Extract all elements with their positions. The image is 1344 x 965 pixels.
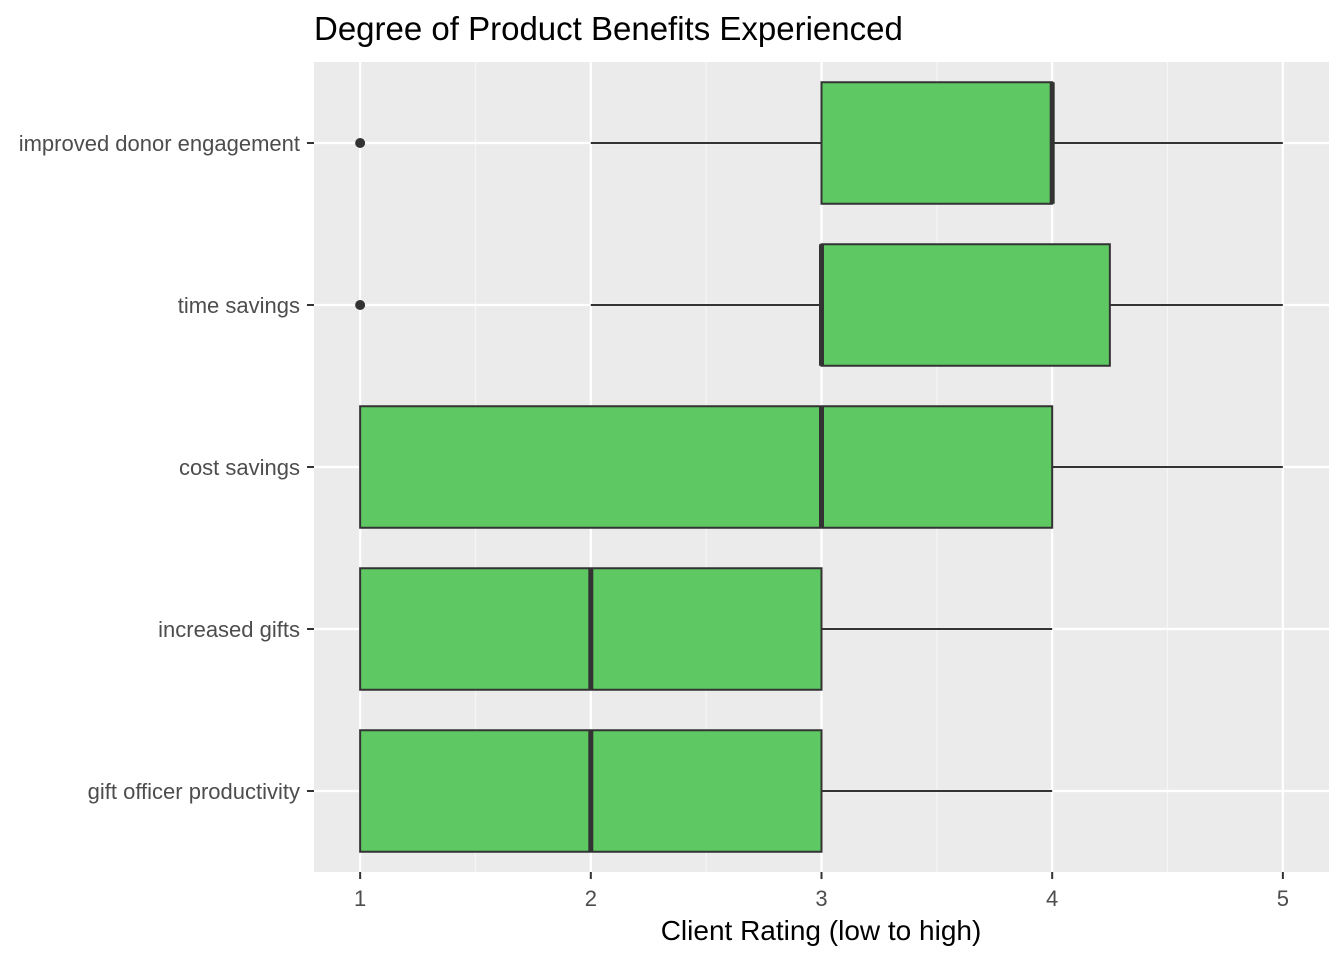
y-tick-label: increased gifts xyxy=(158,617,300,642)
y-tick-label: improved donor engagement xyxy=(19,131,300,156)
outlier-point xyxy=(355,300,366,310)
y-tick-label: cost savings xyxy=(179,455,300,480)
chart-title: Degree of Product Benefits Experienced xyxy=(314,10,903,47)
box-iqr xyxy=(820,243,1111,367)
box-layer xyxy=(355,81,1283,853)
box-cost-savings xyxy=(359,405,1283,529)
x-tick-label: 2 xyxy=(585,886,597,911)
box-gift-officer-productivity xyxy=(359,729,1053,853)
box-improved-donor-engagement xyxy=(355,81,1283,205)
x-tick-label: 1 xyxy=(354,886,366,911)
x-axis-label: Client Rating (low to high) xyxy=(661,915,982,946)
y-tick-label: gift officer productivity xyxy=(88,779,300,804)
x-tick-label: 4 xyxy=(1046,886,1058,911)
box-iqr xyxy=(359,405,1054,529)
axes: improved donor engagement time savings cos… xyxy=(19,131,1289,911)
x-tick-label: 5 xyxy=(1277,886,1289,911)
outlier-point xyxy=(355,138,366,148)
box-increased-gifts xyxy=(359,567,1053,691)
box-time-savings xyxy=(355,243,1283,367)
y-tick-label: time savings xyxy=(178,293,300,318)
box-iqr xyxy=(820,81,1054,205)
x-tick-label: 3 xyxy=(815,886,827,911)
